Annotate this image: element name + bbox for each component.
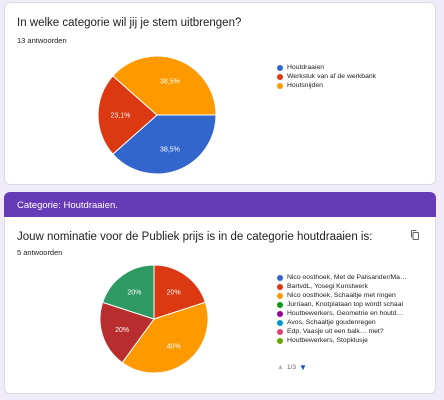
legend-swatch (277, 328, 283, 335)
legend-item: Werkstuk van af de werkbank (277, 72, 427, 81)
legend-swatch (277, 73, 283, 80)
legend-swatch (277, 274, 283, 281)
legend-item: Nico oosthoek, Schaaltje met ringen (277, 291, 427, 300)
pager-text: 1/3 (286, 364, 296, 371)
legend-label: Nico oosthoek, Met de Palisander/Ma… (287, 274, 407, 281)
legend-label: Werkstuk van af de werkbank (287, 73, 377, 80)
slice-label: 38,5% (160, 78, 180, 85)
legend-pager: ▲ 1/3 ▼ (277, 363, 307, 372)
question-title: In welke categorie wil jij je stem uitbr… (17, 17, 242, 29)
chart-legend-2: Nico oosthoek, Met de Palisander/Ma… Bart… (277, 273, 427, 345)
legend-item: Houtsnijden (277, 81, 427, 90)
legend-swatch (277, 64, 283, 71)
response-count: 5 antwoorden (17, 248, 63, 257)
slice-label: 38,5% (160, 147, 180, 154)
question-card-1: In welke categorie wil jij je stem uitbr… (4, 2, 436, 185)
legend-label: Houtbewerkers, Geometrie en houtd… (287, 310, 404, 317)
legend-swatch (277, 292, 283, 299)
pie-slice (102, 264, 155, 320)
legend-label: Jurriaan, Knotplataan top wordt schaal (287, 301, 403, 308)
legend-label: Houtsnijden (287, 82, 323, 89)
pie-slice (121, 301, 209, 374)
section-header: Categorie: Houtdraaien. (4, 192, 436, 220)
pie-slice (153, 264, 206, 320)
legend-item: Avos, Schaaltje goudenregen (277, 318, 427, 327)
legend-label: Edp, Vaasje uit een balk… met? (287, 328, 384, 335)
legend-swatch (277, 337, 283, 344)
slice-label: 23,1% (110, 113, 130, 120)
legend-item: Nico oosthoek, Met de Palisander/Ma… (277, 273, 427, 282)
response-count: 13 antwoorden (17, 36, 67, 45)
slice-label: 20% (127, 289, 141, 296)
legend-item: Jurriaan, Knotplataan top wordt schaal (277, 300, 427, 309)
legend-swatch (277, 283, 283, 290)
legend-swatch (277, 301, 283, 308)
chart-legend-1: Houtdraaien Werkstuk van af de werkbank Ho… (277, 63, 427, 90)
pie-slice (97, 75, 158, 155)
legend-swatch (277, 310, 283, 317)
legend-label: Avos, Schaaltje goudenregen (287, 319, 376, 326)
slice-label: 20% (115, 327, 129, 334)
question-title: Jouw nominatie voor de Publiek prijs is … (17, 231, 373, 243)
legend-item: Houtbewerkers, Stopklusje (277, 336, 427, 345)
pie-slice (112, 55, 217, 116)
slice-label: 40% (167, 344, 181, 351)
legend-label: Houtbewerkers, Stopklusje (287, 337, 368, 344)
pie-chart-1: 38,5% 23,1% 38,5% (97, 55, 217, 175)
legend-item: Houtbewerkers, Geometrie en houtd… (277, 309, 427, 318)
section-title: Categorie: Houtdraaien. (17, 200, 118, 211)
legend-label: Houtdraaien (287, 64, 325, 71)
legend-label: Nico oosthoek, Schaaltje met ringen (287, 292, 396, 299)
legend-swatch (277, 82, 283, 89)
legend-swatch (277, 319, 283, 326)
question-card-2: Jouw nominatie voor de Publiek prijs is … (4, 217, 436, 394)
triangle-up-icon[interactable]: ▲ (277, 364, 284, 371)
slice-label: 20% (167, 289, 181, 296)
pie-chart-2: 20% 40% 20% 20% (99, 264, 209, 374)
legend-item: Edp, Vaasje uit een balk… met? (277, 327, 427, 336)
legend-item: Houtdraaien (277, 63, 427, 72)
triangle-down-icon[interactable]: ▼ (298, 363, 307, 372)
pie-slice (99, 301, 155, 364)
legend-item: BartvdL, Yosegi Kunstwerk (277, 282, 427, 291)
copy-icon[interactable] (409, 229, 421, 241)
pie-slice (112, 114, 217, 175)
legend-label: BartvdL, Yosegi Kunstwerk (287, 283, 368, 290)
